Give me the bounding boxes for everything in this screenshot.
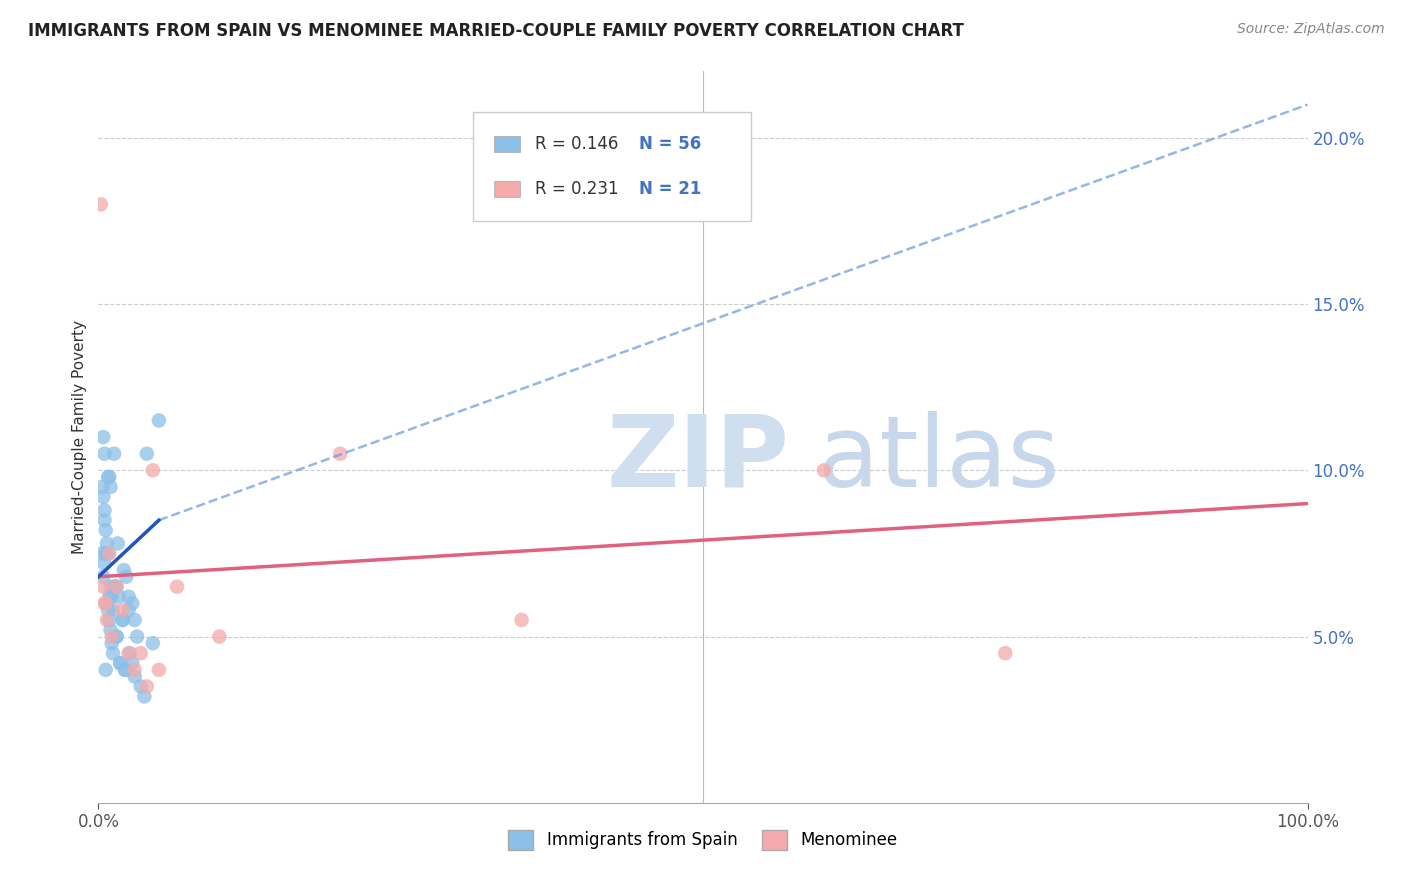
Point (208, 630, 231, 644)
Point (97, 470, 120, 484)
Point (118, 603, 141, 617)
Point (96, 596, 118, 610)
Point (994, 646, 1017, 660)
Point (108, 656, 131, 670)
Point (124, 663, 146, 677)
FancyBboxPatch shape (474, 112, 751, 221)
Point (100, 590, 122, 604)
Point (118, 646, 141, 660)
Point (105, 630, 128, 644)
Point (100, 580, 122, 594)
Text: IMMIGRANTS FROM SPAIN VS MENOMINEE MARRIED-COUPLE FAMILY POVERTY CORRELATION CHA: IMMIGRANTS FROM SPAIN VS MENOMINEE MARRI… (28, 22, 965, 40)
Text: N = 56: N = 56 (638, 135, 702, 153)
Point (121, 596, 143, 610)
Point (111, 603, 134, 617)
Point (114, 663, 136, 677)
Point (100, 623, 122, 637)
Point (93, 447, 115, 461)
FancyBboxPatch shape (494, 136, 520, 152)
Point (101, 603, 124, 617)
Point (114, 663, 136, 677)
Point (112, 563, 135, 577)
Point (329, 447, 352, 461)
Point (148, 413, 170, 427)
FancyBboxPatch shape (494, 181, 520, 197)
Point (97, 603, 120, 617)
Point (93, 503, 115, 517)
Point (105, 580, 128, 594)
Point (115, 570, 138, 584)
Point (91, 480, 114, 494)
Point (90, 197, 112, 211)
Point (98, 613, 121, 627)
Point (108, 590, 131, 604)
Legend: Immigrants from Spain, Menominee: Immigrants from Spain, Menominee (502, 823, 904, 856)
Point (107, 536, 129, 550)
Point (118, 590, 141, 604)
Point (94, 596, 117, 610)
Point (94, 546, 117, 560)
Text: Source: ZipAtlas.com: Source: ZipAtlas.com (1237, 22, 1385, 37)
Point (108, 656, 131, 670)
Text: atlas: atlas (818, 410, 1060, 508)
Point (105, 630, 128, 644)
Point (91, 490, 114, 504)
Point (100, 636, 122, 650)
Text: ZIP: ZIP (606, 410, 789, 508)
Point (100, 480, 122, 494)
Point (142, 636, 165, 650)
Point (98, 470, 121, 484)
Point (104, 580, 127, 594)
Text: R = 0.231: R = 0.231 (534, 180, 619, 198)
Point (127, 630, 149, 644)
Point (96, 536, 118, 550)
Point (91, 430, 114, 444)
Point (103, 447, 125, 461)
Point (91, 546, 114, 560)
Point (124, 669, 146, 683)
Point (96, 613, 118, 627)
Point (124, 613, 146, 627)
Point (97, 546, 120, 560)
Point (103, 580, 125, 594)
Point (135, 447, 157, 461)
Point (118, 646, 141, 660)
Point (100, 630, 122, 644)
Point (111, 613, 134, 627)
Point (101, 646, 124, 660)
Point (94, 663, 117, 677)
Point (91, 570, 114, 584)
Point (813, 463, 835, 477)
Text: R = 0.146: R = 0.146 (534, 135, 619, 153)
Point (98, 590, 121, 604)
Point (510, 613, 533, 627)
Point (93, 557, 115, 571)
Point (91, 580, 114, 594)
Point (93, 596, 115, 610)
Point (134, 690, 156, 704)
Point (94, 523, 117, 537)
Point (121, 656, 143, 670)
Point (93, 513, 115, 527)
Point (111, 613, 134, 627)
Point (129, 680, 152, 694)
Point (166, 580, 188, 594)
Point (135, 680, 157, 694)
Point (142, 463, 165, 477)
Point (98, 546, 121, 560)
Point (148, 663, 170, 677)
Text: N = 21: N = 21 (638, 180, 702, 198)
Point (129, 646, 152, 660)
Point (105, 580, 128, 594)
Y-axis label: Married-Couple Family Poverty: Married-Couple Family Poverty (72, 320, 87, 554)
